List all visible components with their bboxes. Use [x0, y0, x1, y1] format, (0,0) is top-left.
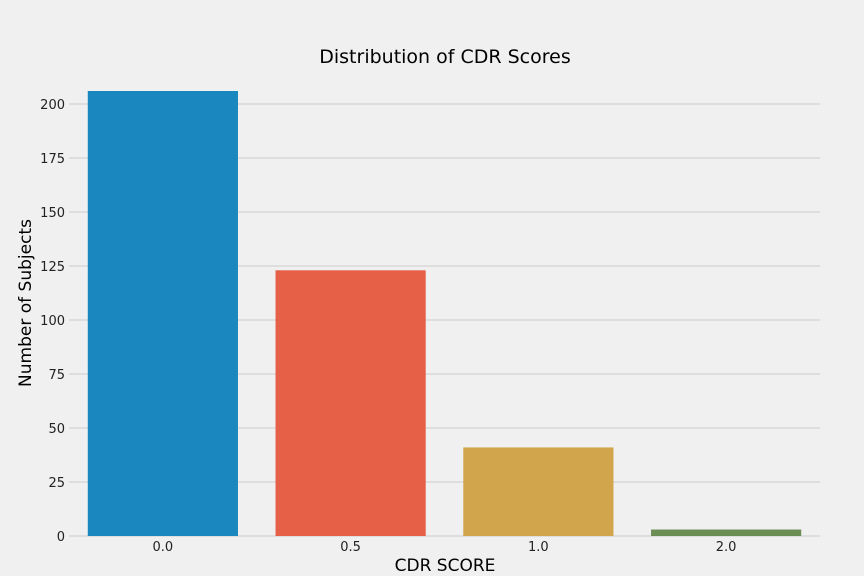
y-tick-label: 25 — [48, 476, 65, 491]
y-tick-label: 50 — [48, 422, 65, 437]
bar-2.0 — [651, 529, 802, 536]
y-tick-label: 175 — [40, 152, 65, 167]
bar-0.5 — [275, 270, 426, 536]
bars — [87, 91, 802, 536]
y-tick-label: 100 — [40, 314, 65, 329]
x-tick-label: 1.0 — [528, 540, 549, 555]
y-axis-label: Number of Subjects — [16, 219, 36, 387]
x-tick-label: 2.0 — [716, 540, 737, 555]
y-tick-label: 200 — [40, 98, 65, 113]
x-tick-label: 0.5 — [340, 540, 361, 555]
y-tick-label: 125 — [40, 260, 65, 275]
bar-0.0 — [87, 91, 238, 536]
y-tick-label: 75 — [48, 368, 65, 383]
x-tick-labels: 0.0 0.5 1.0 2.0 — [153, 540, 737, 555]
bar-1.0 — [463, 447, 614, 536]
y-tick-label: 150 — [40, 206, 65, 221]
chart-title: Distribution of CDR Scores — [319, 46, 571, 68]
x-axis-label: CDR SCORE — [395, 556, 496, 576]
y-tick-label: 0 — [57, 530, 65, 545]
x-tick-label: 0.0 — [153, 540, 174, 555]
y-tick-labels: 0 25 50 75 100 125 150 175 200 — [40, 98, 65, 545]
